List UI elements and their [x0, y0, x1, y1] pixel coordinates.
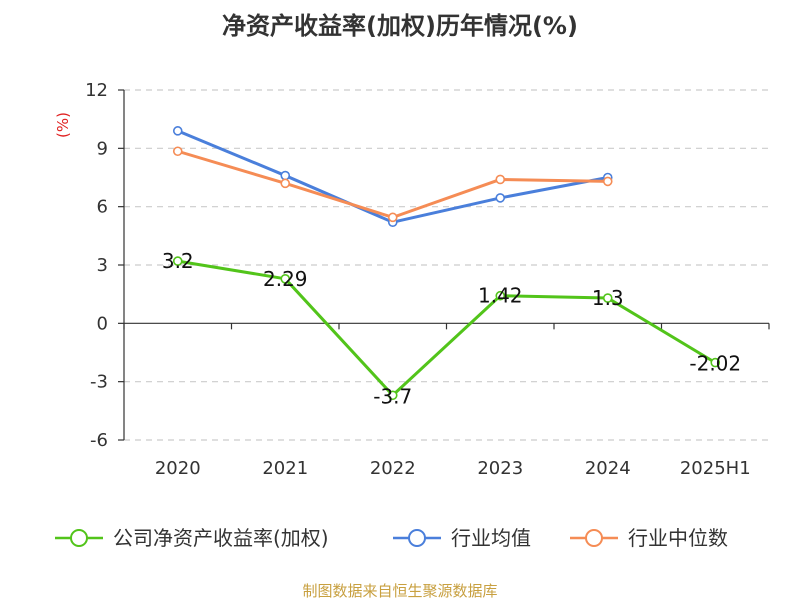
data-point	[495, 290, 506, 301]
x-tick-label: 2025H1	[680, 458, 751, 479]
data-point	[602, 293, 613, 303]
data-point	[602, 176, 613, 187]
data-label: 3.2	[162, 249, 194, 273]
y-tick-label: 6	[97, 197, 108, 218]
series-line	[177, 129, 609, 224]
data-label: -2.02	[689, 352, 741, 376]
data-label: -3.7	[373, 384, 412, 408]
data-point	[172, 146, 183, 157]
legend: 公司净资产收益率(加权) 行业均值 行业中位数	[55, 526, 728, 550]
x-tick-label: 2023	[477, 458, 523, 479]
data-labels: 3.2 2.29 -3.7 1.42 1.3 -2.02	[162, 249, 741, 408]
data-label: 1.3	[592, 286, 624, 310]
data-point	[172, 126, 183, 136]
legend-label: 行业均值	[451, 526, 531, 550]
x-tick-label: 2022	[370, 458, 416, 479]
y-tick-label: 12	[85, 80, 108, 101]
data-point	[710, 357, 721, 368]
y-tick-label: 0	[97, 313, 108, 334]
source-note: 制图数据来自恒生聚源数据库	[302, 582, 497, 600]
data-label: 1.42	[478, 284, 523, 308]
x-tick-label: 2021	[262, 458, 308, 479]
legend-marker	[70, 529, 88, 547]
series-line	[177, 149, 608, 219]
legend-marker	[585, 529, 603, 547]
legend-label: 行业中位数	[628, 526, 728, 550]
data-point	[280, 170, 291, 181]
chart-title: 净资产收益率(加权)历年情况(%)	[222, 12, 578, 40]
data-point	[280, 274, 291, 284]
data-point	[495, 193, 506, 203]
series-line	[177, 259, 717, 397]
grid-lines	[124, 89, 769, 441]
data-label: 2.29	[263, 267, 308, 291]
legend-marker	[408, 529, 426, 547]
legend-label: 公司净资产收益率(加权)	[113, 526, 329, 550]
series-lines	[172, 126, 721, 401]
y-tick-label: -6	[90, 430, 108, 451]
data-point	[387, 212, 398, 223]
axes: 12 9 6 3 0 -3 -6 2020 2021 2022 2023 2024 2025H1	[85, 80, 770, 479]
data-point	[387, 390, 398, 401]
x-tick-label: 2020	[155, 458, 201, 479]
y-axis-unit-label: (%)	[54, 112, 72, 138]
data-point	[495, 174, 506, 185]
y-tick-label: -3	[90, 372, 108, 393]
y-tick-label: 9	[97, 138, 108, 159]
data-point	[172, 256, 183, 266]
data-point	[280, 178, 291, 189]
x-tick-label: 2024	[585, 458, 631, 479]
y-tick-label: 3	[97, 255, 108, 276]
